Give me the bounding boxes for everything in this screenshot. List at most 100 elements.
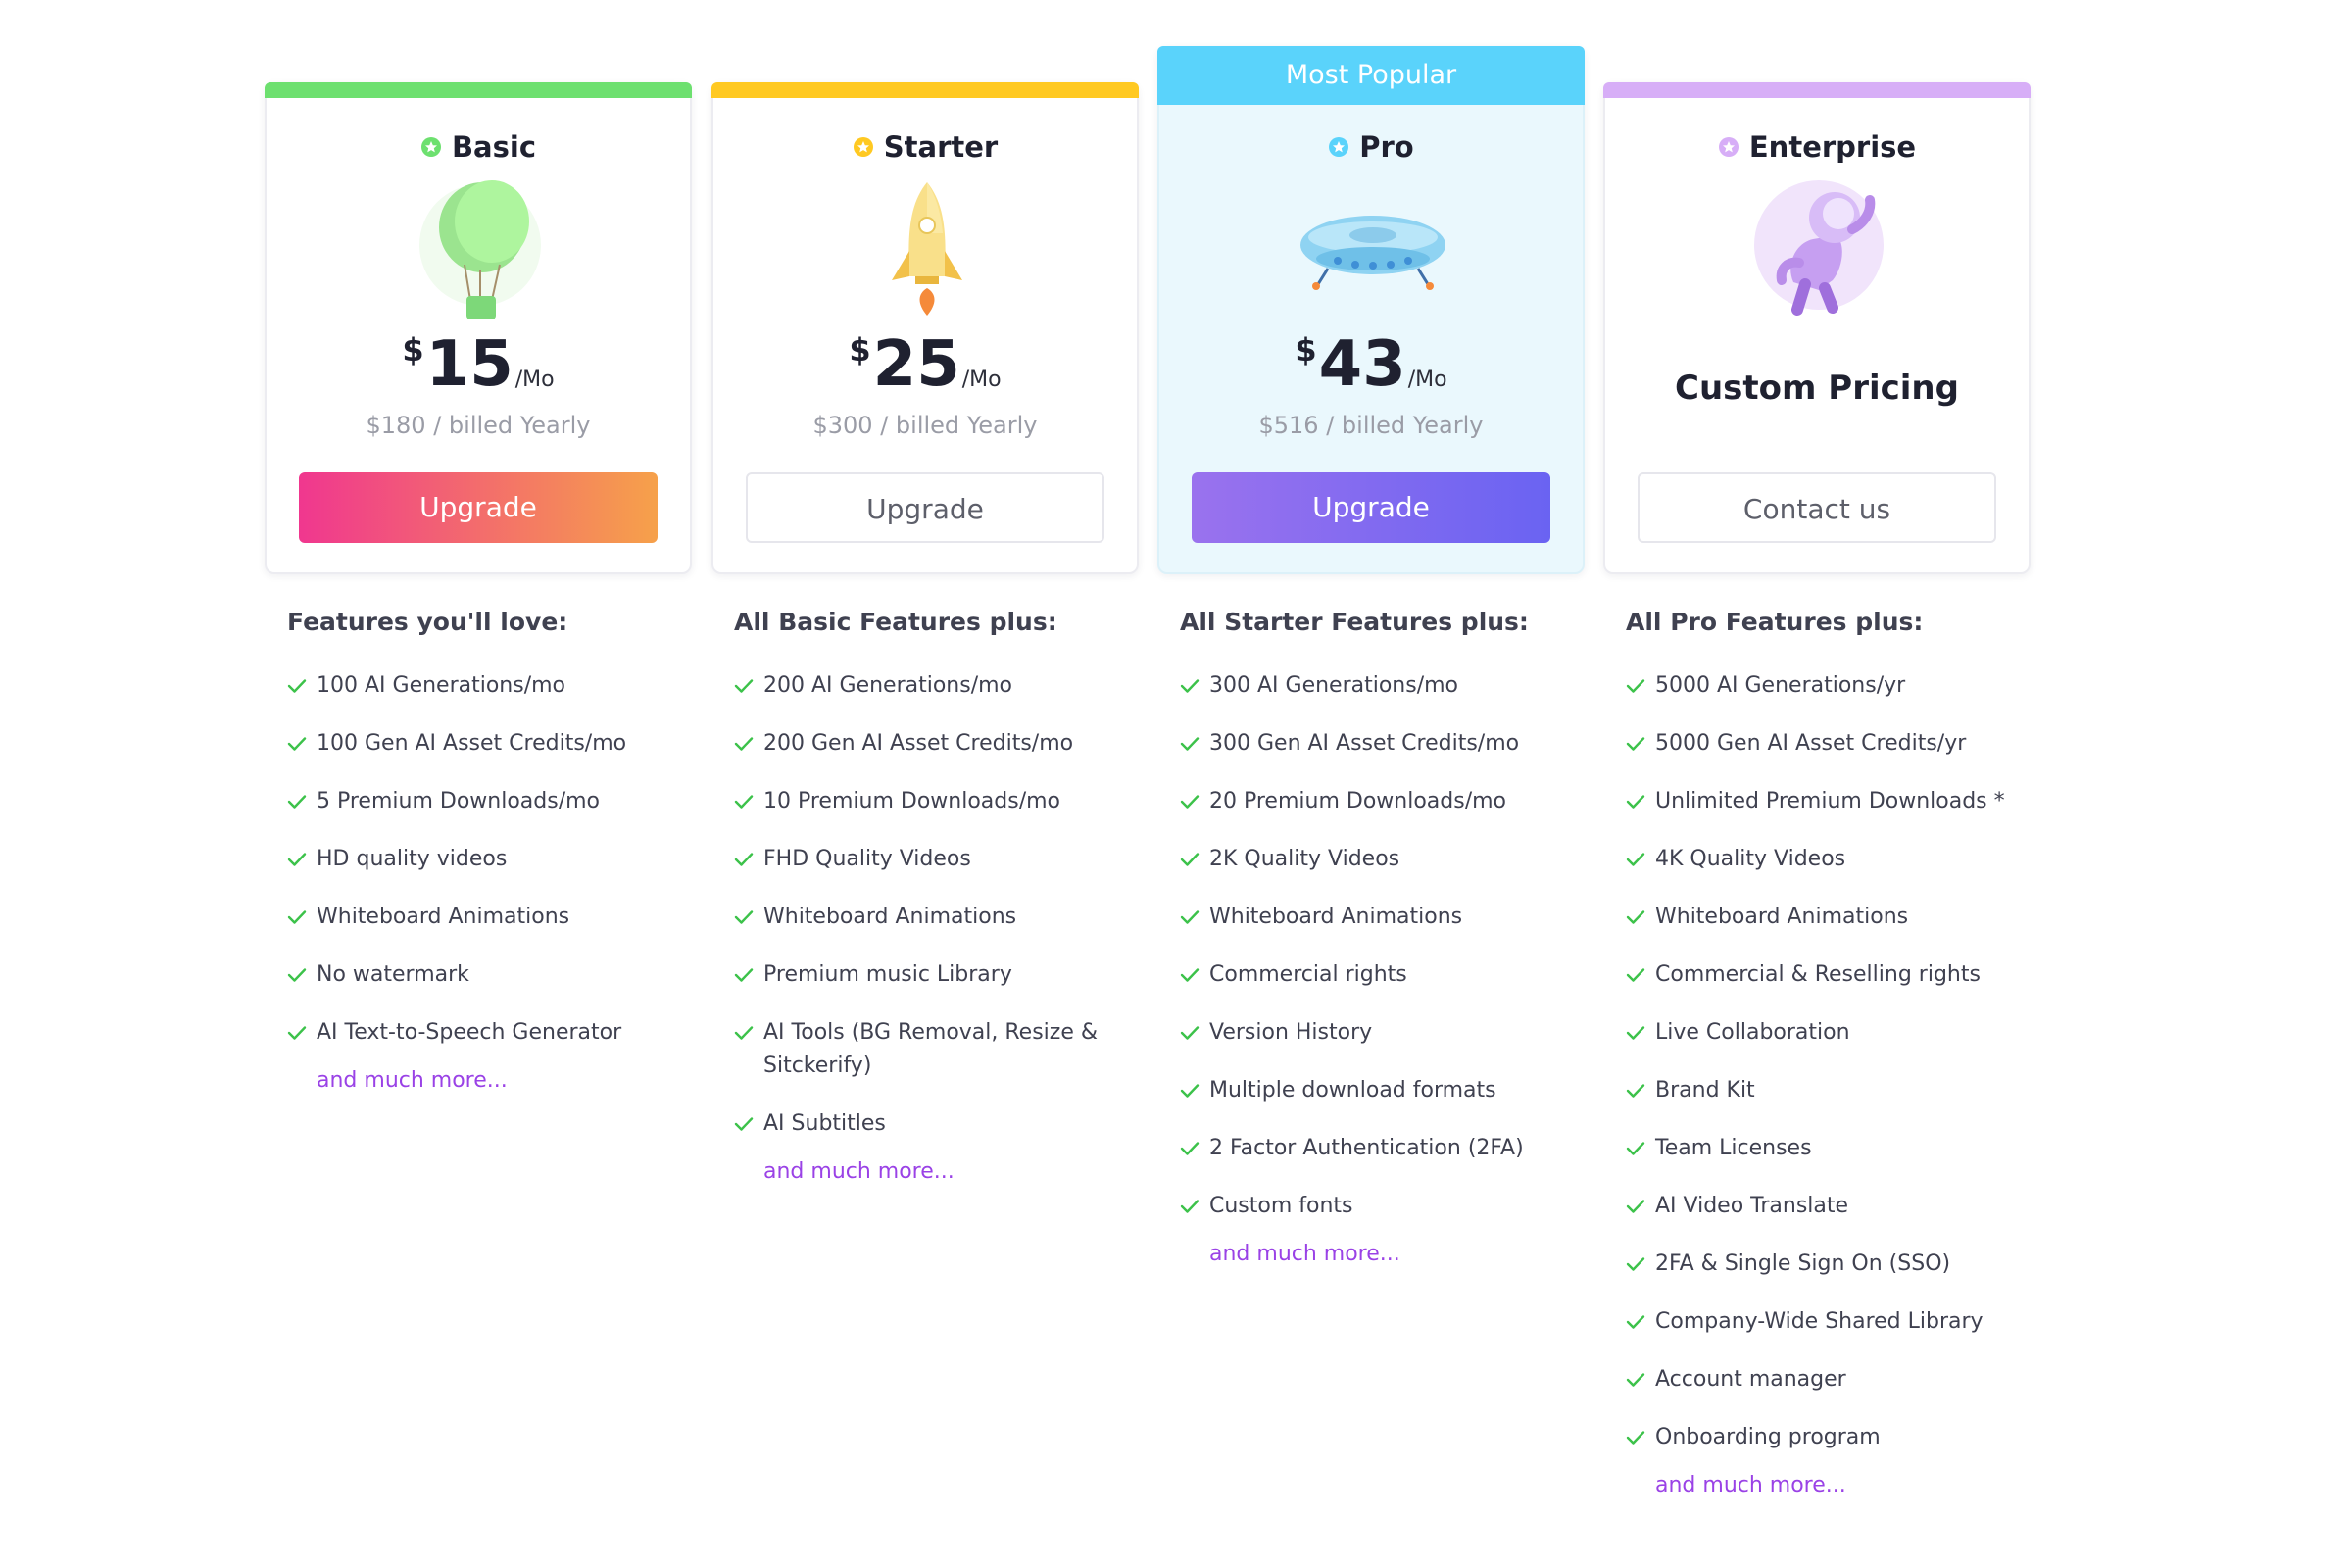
checkmark-icon — [734, 679, 754, 693]
checkmark-icon — [1626, 1315, 1645, 1329]
feature-text: 300 AI Generations/mo — [1209, 673, 1459, 698]
price-period: /Mo — [1407, 368, 1447, 392]
feature-item: 2K Quality Videos — [1180, 843, 1592, 876]
billed-yearly: $516 / billed Yearly — [1258, 412, 1484, 439]
price-currency: $ — [849, 331, 871, 368]
feature-item: Custom fonts — [1180, 1190, 1592, 1223]
upgrade-button[interactable]: Upgrade — [299, 472, 658, 543]
checkmark-icon — [734, 853, 754, 866]
plan-name: Basic — [451, 130, 537, 164]
more-link[interactable]: and much more... — [1209, 1242, 1400, 1266]
star-badge-icon — [1718, 137, 1739, 157]
feature-text: Whiteboard Animations — [1209, 905, 1463, 929]
checkmark-icon — [1180, 737, 1200, 751]
plan-name: Starter — [883, 130, 999, 164]
feature-text: Company-Wide Shared Library — [1655, 1309, 1984, 1334]
checkmark-icon — [1626, 795, 1645, 808]
feature-text: Version History — [1209, 1020, 1373, 1045]
more-link[interactable]: and much more... — [317, 1068, 508, 1093]
feature-text: 2 Factor Authentication (2FA) — [1209, 1136, 1524, 1160]
astronaut-icon — [1754, 180, 1884, 316]
feature-item: 5000 Gen AI Asset Credits/yr — [1626, 727, 2037, 760]
checkmark-icon — [1626, 1373, 1645, 1387]
feature-item: AI Tools (BG Removal, Resize & Sitckerif… — [734, 1016, 1146, 1083]
price-period: /Mo — [961, 368, 1002, 392]
more-link[interactable]: and much more... — [1655, 1473, 1846, 1497]
feature-item: Brand Kit — [1626, 1074, 2037, 1107]
checkmark-icon — [287, 968, 307, 982]
feature-text: Live Collaboration — [1655, 1020, 1850, 1045]
feature-text: Commercial & Reselling rights — [1655, 962, 1981, 987]
checkmark-icon — [1626, 1431, 1645, 1445]
feature-item: Unlimited Premium Downloads * — [1626, 785, 2037, 818]
feature-item: HD quality videos — [287, 843, 699, 876]
feature-text: 2FA & Single Sign On (SSO) — [1655, 1251, 1951, 1276]
feature-item: 300 AI Generations/mo — [1180, 669, 1592, 703]
price-currency: $ — [1295, 331, 1317, 368]
checkmark-icon — [1626, 679, 1645, 693]
checkmark-icon — [287, 679, 307, 693]
ufo-icon — [1300, 216, 1446, 290]
feature-text: Whiteboard Animations — [317, 905, 570, 929]
checkmark-icon — [1180, 910, 1200, 924]
upgrade-button[interactable]: Upgrade — [1192, 472, 1550, 543]
checkmark-icon — [734, 910, 754, 924]
more-link[interactable]: and much more... — [763, 1159, 955, 1184]
feature-item: 5 Premium Downloads/mo — [287, 785, 699, 818]
checkmark-icon — [1626, 737, 1645, 751]
checkmark-icon — [1626, 1142, 1645, 1155]
feature-text: Unlimited Premium Downloads * — [1655, 789, 2005, 813]
feature-text: 20 Premium Downloads/mo — [1209, 789, 1506, 813]
feature-item: AI Subtitles — [734, 1107, 1146, 1141]
feature-item: 2FA & Single Sign On (SSO) — [1626, 1248, 2037, 1281]
feature-text: 2K Quality Videos — [1209, 847, 1400, 871]
plan-price: $ 43 /Mo — [1159, 325, 1583, 404]
feature-list: All Pro Features plus: 5000 AI Generatio… — [1626, 608, 2037, 1497]
feature-text: 5000 AI Generations/yr — [1655, 673, 1906, 698]
feature-text: 4K Quality Videos — [1655, 847, 1846, 871]
feature-text: 100 Gen AI Asset Credits/mo — [317, 731, 627, 756]
checkmark-icon — [734, 1026, 754, 1040]
feature-item: 300 Gen AI Asset Credits/mo — [1180, 727, 1592, 760]
feature-text: Team Licenses — [1655, 1136, 1812, 1160]
feature-item: Commercial rights — [1180, 958, 1592, 992]
plan-card-basic: Basic $ 15 /Mo $180 / billed Yearly Upgr… — [265, 82, 692, 574]
custom-pricing: Custom Pricing — [1675, 368, 1959, 408]
plan-name: Enterprise — [1748, 130, 1917, 164]
feature-item: Multiple download formats — [1180, 1074, 1592, 1107]
feature-item: Whiteboard Animations — [1626, 901, 2037, 934]
feature-text: AI Video Translate — [1655, 1194, 1849, 1218]
feature-text: FHD Quality Videos — [763, 847, 971, 871]
feature-list: All Starter Features plus: 300 AI Genera… — [1180, 608, 1592, 1266]
plan-accent-bar — [265, 82, 692, 98]
plan-accent-bar — [1603, 82, 2031, 98]
star-badge-icon — [420, 137, 441, 157]
plan-header: Starter — [713, 125, 1137, 169]
checkmark-icon — [1180, 968, 1200, 982]
star-badge-icon — [853, 137, 873, 157]
feature-item: Whiteboard Animations — [1180, 901, 1592, 934]
checkmark-icon — [1626, 1026, 1645, 1040]
features-title: All Pro Features plus: — [1626, 608, 1924, 636]
checkmark-icon — [1180, 853, 1200, 866]
feature-text: Multiple download formats — [1209, 1078, 1496, 1102]
feature-item: Whiteboard Animations — [287, 901, 699, 934]
feature-list: All Basic Features plus: 200 AI Generati… — [734, 608, 1146, 1184]
checkmark-icon — [1626, 968, 1645, 982]
feature-text: Whiteboard Animations — [1655, 905, 1909, 929]
feature-text: 300 Gen AI Asset Credits/mo — [1209, 731, 1520, 756]
checkmark-icon — [1180, 1142, 1200, 1155]
feature-text: Premium music Library — [763, 962, 1012, 987]
feature-text: AI Subtitles — [763, 1111, 886, 1136]
price-amount: 43 — [1318, 328, 1406, 401]
checkmark-icon — [1180, 1026, 1200, 1040]
upgrade-button[interactable]: Upgrade — [746, 472, 1104, 543]
feature-item: Commercial & Reselling rights — [1626, 958, 2037, 992]
feature-text: 200 Gen AI Asset Credits/mo — [763, 731, 1074, 756]
plan-card-enterprise: Enterprise Custom Pricing Contact us — [1603, 82, 2031, 574]
contact-us-button[interactable]: Contact us — [1638, 472, 1996, 543]
checkmark-icon — [734, 795, 754, 808]
checkmark-icon — [1180, 679, 1200, 693]
most-popular-badge: Most Popular — [1157, 46, 1585, 105]
